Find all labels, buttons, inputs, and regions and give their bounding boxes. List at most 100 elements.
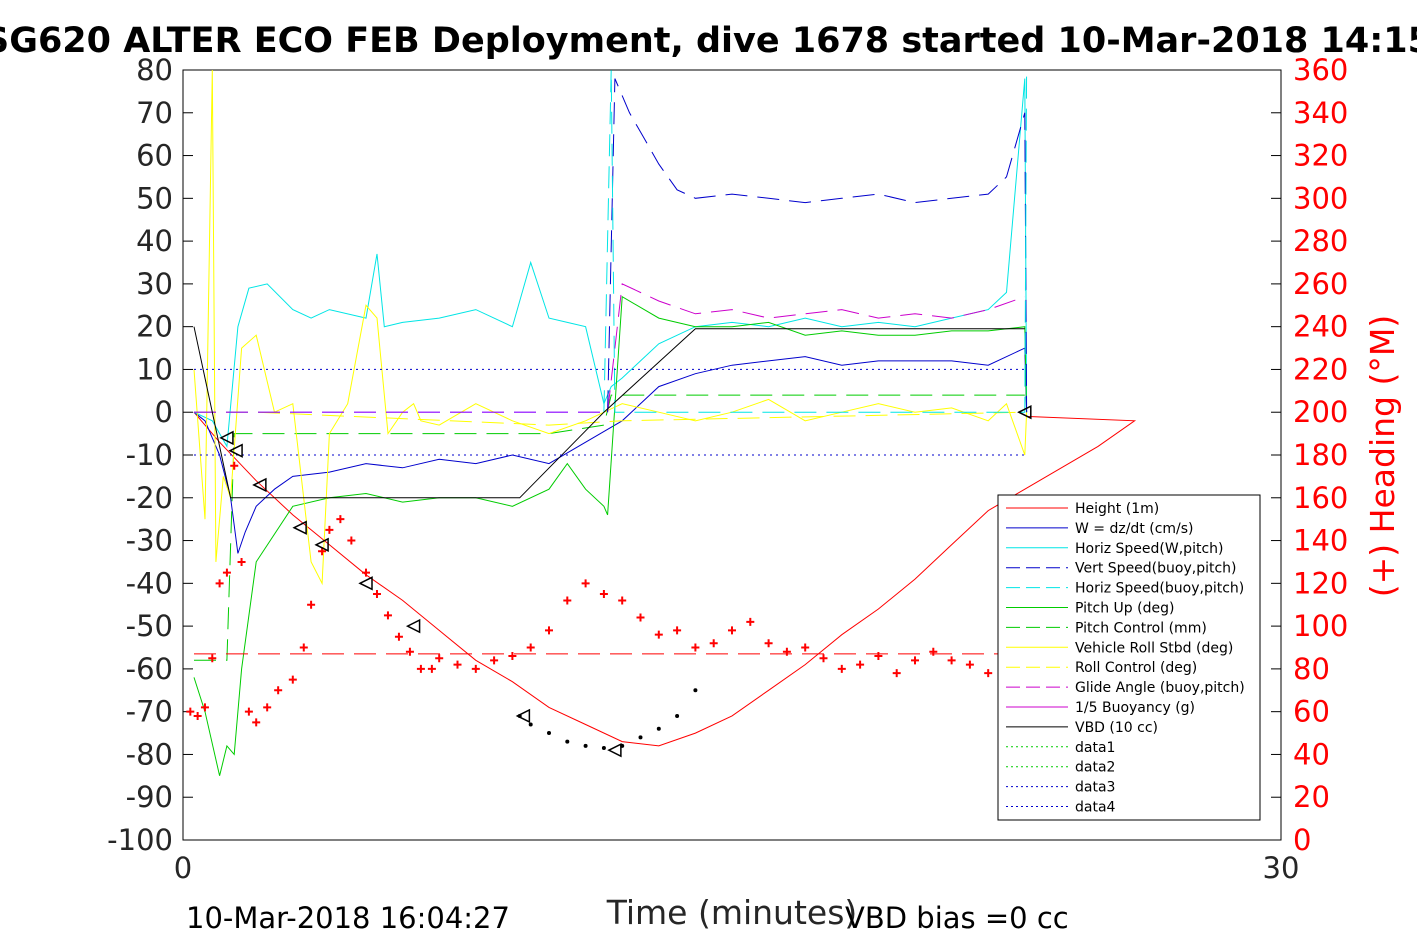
heading-point — [526, 643, 535, 652]
vbd-dot — [675, 713, 680, 718]
event-marker — [228, 443, 243, 458]
right-tick-label: 200 — [1293, 395, 1348, 429]
heading-point — [728, 626, 736, 635]
heading-point — [427, 664, 436, 673]
heading-point — [244, 707, 253, 716]
legend-label: Roll Control (deg) — [1075, 660, 1197, 676]
event-marker — [314, 537, 329, 553]
heading-point — [618, 596, 627, 605]
heading-point — [801, 643, 810, 652]
legend-label: W = dz/dt (cm/s) — [1075, 521, 1194, 537]
heading-point — [208, 654, 217, 663]
heading-point — [336, 515, 345, 524]
heading-point — [362, 568, 370, 577]
left-tick-label: 80 — [136, 53, 173, 87]
x-tick-label: 0 — [174, 851, 192, 885]
heading-point — [691, 643, 700, 652]
legend: Height (1m) W = dz/dt (cm/s) Horiz Speed(W… — [997, 494, 1261, 821]
heading-point — [274, 686, 283, 695]
heading-point — [383, 611, 392, 620]
heading-point — [984, 669, 993, 678]
heading-point — [709, 639, 718, 648]
right-tick-label: 180 — [1293, 438, 1348, 472]
right-tick-label: 100 — [1293, 609, 1348, 643]
heading-point — [372, 590, 381, 599]
footer-vbd-bias: VBD bias =0 cc — [845, 901, 1069, 935]
legend-label: Vert Speed(buoy,pitch) — [1075, 561, 1237, 577]
series-line-glide — [607, 283, 1025, 413]
left-tick-label: -100 — [107, 823, 173, 857]
left-axis: 80 70 60 50 40 30 20 10 0 -10 -20 -30 -40 -50 -60 -70 -8… — [107, 53, 193, 857]
event-marker — [358, 576, 373, 591]
right-tick-label: 80 — [1293, 652, 1330, 686]
heading-point — [636, 613, 645, 622]
right-tick-label: 160 — [1293, 481, 1348, 515]
left-tick-label: -20 — [126, 481, 173, 515]
left-tick-label: 20 — [136, 310, 173, 344]
vbd-dot — [547, 731, 551, 736]
x-axis-label: Time (minutes) — [606, 893, 858, 932]
left-tick-label: 0 — [155, 395, 173, 429]
right-tick-label: 20 — [1293, 780, 1330, 814]
heading-point — [856, 660, 865, 669]
event-marker — [219, 430, 234, 446]
heading-point — [237, 557, 246, 566]
heading-point — [230, 461, 239, 470]
legend-label: 1/5 Buoyancy (g) — [1075, 700, 1195, 716]
vbd-dot — [656, 726, 661, 731]
heading-point — [965, 660, 974, 669]
heading-point — [654, 630, 663, 639]
event-marker — [292, 520, 307, 535]
vbd-dot — [528, 722, 533, 727]
left-tick-label: -90 — [126, 780, 173, 814]
right-tick-label: 340 — [1293, 96, 1348, 130]
x-tick-label: 30 — [1263, 851, 1300, 885]
right-tick-label: 240 — [1293, 310, 1348, 344]
heading-point — [929, 647, 938, 656]
heading-point — [215, 579, 224, 588]
left-tick-label: 30 — [136, 267, 173, 301]
vbd-dot — [565, 739, 570, 744]
heading-point — [435, 654, 444, 663]
legend-label: data1 — [1075, 740, 1115, 756]
left-tick-label: -10 — [126, 438, 173, 472]
left-tick-label: -80 — [126, 737, 173, 771]
heading-point — [299, 643, 308, 652]
heading-point — [252, 718, 261, 727]
heading-point — [947, 656, 956, 665]
heading-point — [471, 664, 480, 673]
right-tick-label: 0 — [1293, 823, 1311, 857]
heading-point — [416, 664, 425, 673]
heading-point — [200, 703, 209, 712]
right-tick-label: 40 — [1293, 737, 1330, 771]
heading-point — [782, 647, 791, 656]
series-line-roll — [193, 69, 1028, 586]
heading-point — [892, 669, 901, 678]
chart-title: SG620 ALTER ECO FEB Deployment, dive 167… — [0, 21, 1417, 61]
heading-point — [837, 664, 846, 673]
vbd-dot — [583, 743, 588, 748]
right-tick-label: 120 — [1293, 566, 1348, 600]
right-axis-label: (+) Heading (°M) — [1363, 315, 1402, 597]
heading-point — [764, 639, 773, 648]
left-tick-label: -30 — [126, 524, 173, 558]
heading-point — [581, 579, 590, 588]
left-tick-label: -60 — [126, 652, 173, 686]
heading-point — [453, 660, 462, 669]
event-marker — [1017, 405, 1032, 420]
right-tick-label: 220 — [1293, 352, 1348, 386]
series-line-vert_buoy — [607, 78, 1028, 413]
right-tick-label: 360 — [1293, 53, 1348, 87]
right-tick-label: 140 — [1293, 524, 1348, 558]
event-marker — [607, 742, 622, 758]
left-tick-label: -50 — [126, 609, 173, 643]
left-tick-label: 10 — [136, 352, 173, 386]
heading-point — [347, 536, 356, 545]
series-line-pitch_ctrl — [194, 394, 1025, 661]
footer-timestamp: 10-Mar-2018 16:04:27 — [186, 901, 510, 935]
right-axis: 3603403203002802602402202001801601401201… — [1271, 53, 1348, 857]
series-line-horiz_buoy — [603, 69, 1028, 413]
series-line-horiz_w — [193, 78, 1028, 449]
heading-point — [405, 647, 414, 656]
